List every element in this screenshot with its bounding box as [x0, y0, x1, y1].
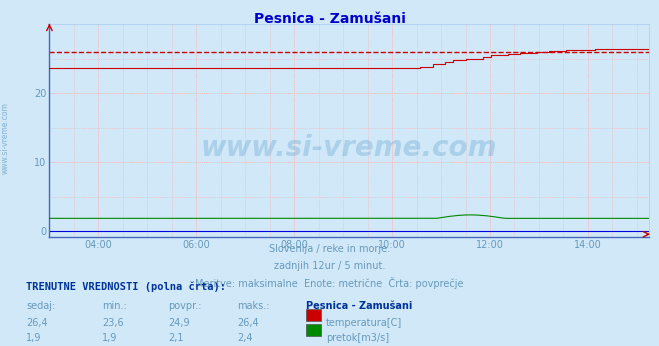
Text: TRENUTNE VREDNOSTI (polna črta):: TRENUTNE VREDNOSTI (polna črta): — [26, 282, 226, 292]
Text: maks.:: maks.: — [237, 301, 270, 311]
Text: min.:: min.: — [102, 301, 127, 311]
Text: 26,4: 26,4 — [237, 318, 259, 328]
Text: Pesnica - Zamušani: Pesnica - Zamušani — [306, 301, 413, 311]
Text: 26,4: 26,4 — [26, 318, 48, 328]
Text: sedaj:: sedaj: — [26, 301, 55, 311]
Text: 2,4: 2,4 — [237, 333, 253, 343]
Text: 24,9: 24,9 — [168, 318, 190, 328]
Text: www.si-vreme.com: www.si-vreme.com — [201, 134, 498, 162]
Text: povpr.:: povpr.: — [168, 301, 202, 311]
Text: Pesnica - Zamušani: Pesnica - Zamušani — [254, 12, 405, 26]
Text: www.si-vreme.com: www.si-vreme.com — [1, 102, 10, 174]
Text: zadnjih 12ur / 5 minut.: zadnjih 12ur / 5 minut. — [273, 261, 386, 271]
Text: Slovenija / reke in morje.: Slovenija / reke in morje. — [269, 244, 390, 254]
Text: 1,9: 1,9 — [26, 333, 42, 343]
Text: 2,1: 2,1 — [168, 333, 184, 343]
Text: Meritve: maksimalne  Enote: metrične  Črta: povprečje: Meritve: maksimalne Enote: metrične Črta… — [195, 277, 464, 289]
Text: 1,9: 1,9 — [102, 333, 117, 343]
Text: temperatura[C]: temperatura[C] — [326, 318, 403, 328]
Text: pretok[m3/s]: pretok[m3/s] — [326, 333, 389, 343]
Text: 23,6: 23,6 — [102, 318, 124, 328]
